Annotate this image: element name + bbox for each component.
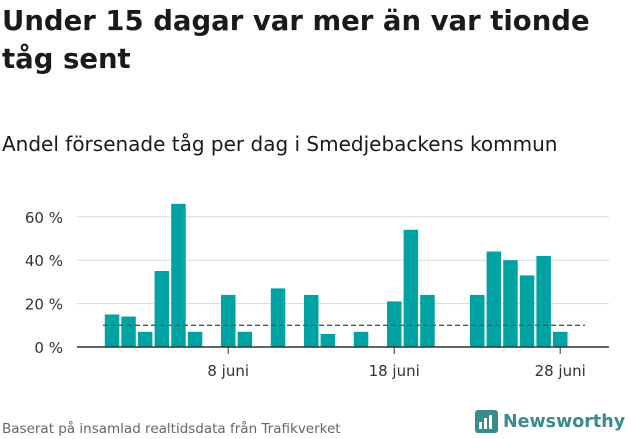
bars: 1 juni: 15 %2 juni: 14 %3 juni: 7 %4 jun…	[104, 203, 568, 347]
bar: 25 juni: 40 %	[503, 260, 518, 347]
bar: 6 juni: 7 %	[187, 331, 203, 347]
x-tick-label: 18 juni	[369, 362, 420, 380]
bar: 20 juni: 24 %	[420, 294, 435, 347]
source-note: Baserat på insamlad realtidsdata från Tr…	[2, 421, 341, 437]
bar: 8 juni: 24 %	[221, 294, 236, 347]
y-tick-label: 0 %	[34, 339, 63, 357]
bar: 11 juni: 27 %	[270, 288, 286, 347]
chart-subtitle: Andel försenade tåg per dag i Smedjeback…	[2, 132, 558, 156]
x-tick-label: 28 juni	[535, 362, 586, 380]
bar: 4 juni: 35 %	[154, 271, 170, 347]
chart-title: Under 15 dagar var mer än var tionde tåg…	[2, 5, 590, 75]
bar: 1 juni: 15 %	[104, 314, 120, 347]
bar: 14 juni: 6 %	[320, 334, 336, 347]
brand-logo[interactable]: Newsworthy	[475, 410, 625, 433]
bar: 18 juni: 21 %	[387, 301, 402, 347]
x-tick-label: 8 juni	[207, 362, 249, 380]
bar: 26 juni: 33 %	[519, 275, 535, 347]
bar: 16 juni: 7 %	[353, 331, 369, 347]
y-tick-label: 60 %	[25, 209, 63, 227]
bar: 5 juni: 66 %	[171, 203, 186, 347]
bar: 19 juni: 54 %	[403, 229, 419, 347]
y-tick-label: 40 %	[25, 252, 63, 270]
bar: 3 juni: 7 %	[137, 331, 153, 347]
newsworthy-logo-icon	[475, 410, 498, 433]
y-axis-ticks: 0 % 20 % 40 % 60 %	[25, 209, 63, 357]
x-axis: 8 juni 18 juni 28 juni	[77, 346, 609, 380]
bar: 27 juni: 42 %	[536, 255, 551, 347]
brand-name: Newsworthy	[503, 411, 626, 432]
bar-chart: 0 % 20 % 40 % 60 % 1 juni: 15 %2 juni: 14 %…	[25, 203, 609, 380]
bar: 28 juni: 7 %	[553, 331, 568, 347]
bar: 24 juni: 44 %	[486, 251, 502, 347]
bar: 9 juni: 7 %	[237, 331, 253, 347]
bar: 13 juni: 24 %	[304, 294, 319, 347]
y-tick-label: 20 %	[25, 296, 63, 314]
bar: 2 juni: 14 %	[121, 316, 136, 347]
bar: 23 juni: 24 %	[470, 294, 485, 347]
